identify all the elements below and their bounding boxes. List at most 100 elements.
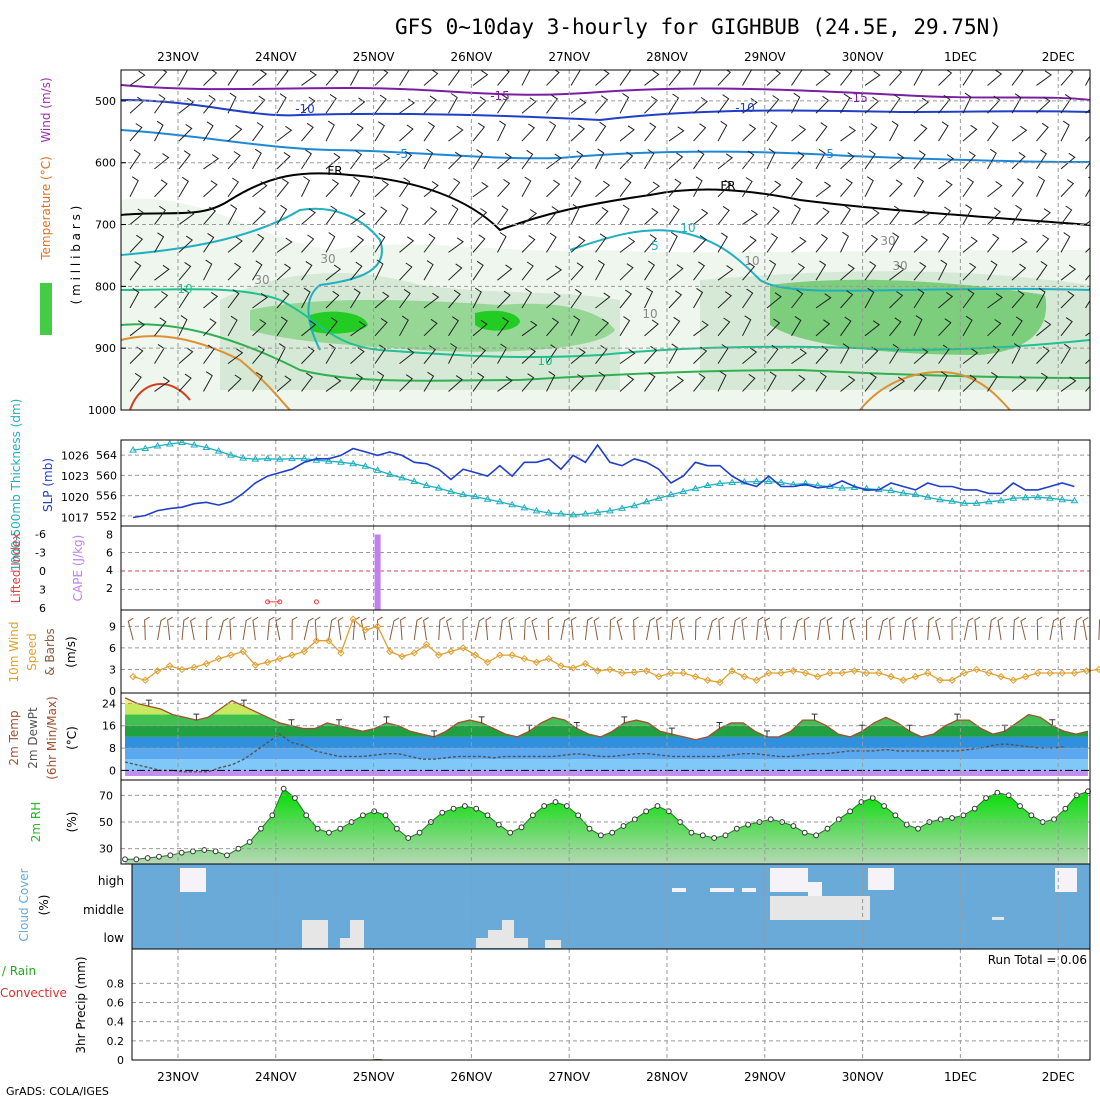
wind-barb <box>154 153 170 170</box>
wind-speed-point <box>716 678 724 687</box>
wind-barb <box>791 374 806 392</box>
wind-barb <box>350 97 366 114</box>
wind-barb <box>938 318 952 337</box>
wind-barb <box>154 70 168 86</box>
wind-barb <box>546 232 557 253</box>
wind-barb <box>668 152 684 170</box>
wind-barb <box>129 149 141 170</box>
wind-barb <box>570 374 585 392</box>
wind-barb-10m <box>1020 617 1027 641</box>
wind-barb <box>570 150 584 170</box>
ytick-cape: 4 <box>106 564 113 577</box>
wind-barb <box>717 232 728 253</box>
wind-barb-10m <box>508 617 515 641</box>
wind-barb <box>301 149 312 170</box>
rh-point <box>801 829 808 836</box>
date-label-top: 29NOV <box>744 50 786 64</box>
date-label-top: 27NOV <box>548 50 590 64</box>
wind-barb <box>203 318 217 337</box>
ytick-li: 3 <box>39 584 46 597</box>
wind-barb <box>497 93 508 114</box>
wind-barb <box>619 237 636 253</box>
ytick-pressure: 600 <box>95 157 116 170</box>
wind-barb <box>791 236 807 253</box>
wind-barb <box>1011 204 1023 225</box>
wind-barb-10m <box>314 616 321 641</box>
wind-barb-10m <box>400 616 406 641</box>
wind-barb <box>693 97 708 114</box>
ylabel-temperature: Temperature (°C) <box>39 156 53 261</box>
wind-barb <box>276 70 289 86</box>
wind-barb <box>399 150 413 170</box>
wind-barb <box>987 70 1003 86</box>
wind-barb <box>521 373 535 392</box>
wind-barb <box>1085 176 1090 197</box>
wind-barb <box>129 123 143 142</box>
wind-barb <box>815 207 830 225</box>
wind-barb <box>791 263 805 281</box>
wind-barb <box>595 292 611 309</box>
cloud-block <box>710 888 734 892</box>
wind-barb <box>448 375 463 392</box>
ylabel-minmax: (6hr Min/Max) <box>45 696 59 780</box>
wind-speed-point <box>703 676 712 684</box>
wind-barb <box>350 235 365 253</box>
wind-barb-10m <box>252 616 259 641</box>
wind-barb <box>1036 96 1051 114</box>
rh-point <box>416 829 423 836</box>
minmax-marker <box>145 699 152 707</box>
wind-barb <box>1011 237 1028 253</box>
ytick-li: 6 <box>39 602 46 615</box>
wind-barb <box>325 93 337 114</box>
wind-barb <box>742 70 753 86</box>
wind-barb-10m <box>157 617 167 641</box>
ytick-precip: 0.4 <box>107 1016 125 1029</box>
wind-barb <box>938 259 948 281</box>
wind-barb <box>913 97 930 114</box>
cloud-block <box>302 920 328 948</box>
rh-point <box>937 816 944 823</box>
cloud-block <box>1055 868 1077 892</box>
wind-barb-10m <box>609 616 616 641</box>
wind-barb <box>815 181 832 198</box>
wind-barb-10m <box>841 616 849 641</box>
wind-barb <box>570 288 583 309</box>
wind-barb <box>1011 343 1021 364</box>
rh-point <box>529 812 536 819</box>
ytick-precip: 0.2 <box>107 1035 125 1048</box>
rh-point <box>563 803 570 809</box>
wind-barb <box>521 288 532 309</box>
wind-barb <box>521 123 536 142</box>
wind-barb <box>178 315 188 337</box>
wind-barb <box>668 178 682 198</box>
wind-barb <box>521 176 532 197</box>
wind-barb <box>178 261 192 281</box>
wind-speed-point <box>459 644 467 652</box>
cloud-block <box>488 930 502 948</box>
ytick-wind: 6 <box>109 642 116 655</box>
thickness-point <box>948 497 957 504</box>
wind-barb <box>472 122 486 142</box>
wind-barb <box>791 289 804 309</box>
wind-barb <box>742 209 759 225</box>
wind-barb-10m <box>1073 616 1082 641</box>
wind-barb <box>521 149 534 170</box>
slp-plot <box>129 440 1079 519</box>
ylabel-temp: 2m Temp <box>7 710 21 765</box>
wind-barb-10m <box>792 617 803 641</box>
wind-speed-point <box>679 669 687 677</box>
isotherm-m10 <box>121 99 1090 122</box>
thickness-point <box>398 473 406 481</box>
wind-speed-point <box>483 658 492 666</box>
wind-barb <box>1085 135 1090 142</box>
rh-point <box>224 852 230 859</box>
cloud-bg <box>132 864 1090 949</box>
wind-barb <box>448 263 463 281</box>
wind-barb <box>227 70 239 86</box>
wind-barb <box>546 121 557 142</box>
wind-barb <box>154 179 168 198</box>
wind-barb <box>644 207 659 225</box>
wind-barb <box>423 233 436 253</box>
wind-barb-10m <box>656 616 662 641</box>
wind-speed-point <box>373 622 382 631</box>
